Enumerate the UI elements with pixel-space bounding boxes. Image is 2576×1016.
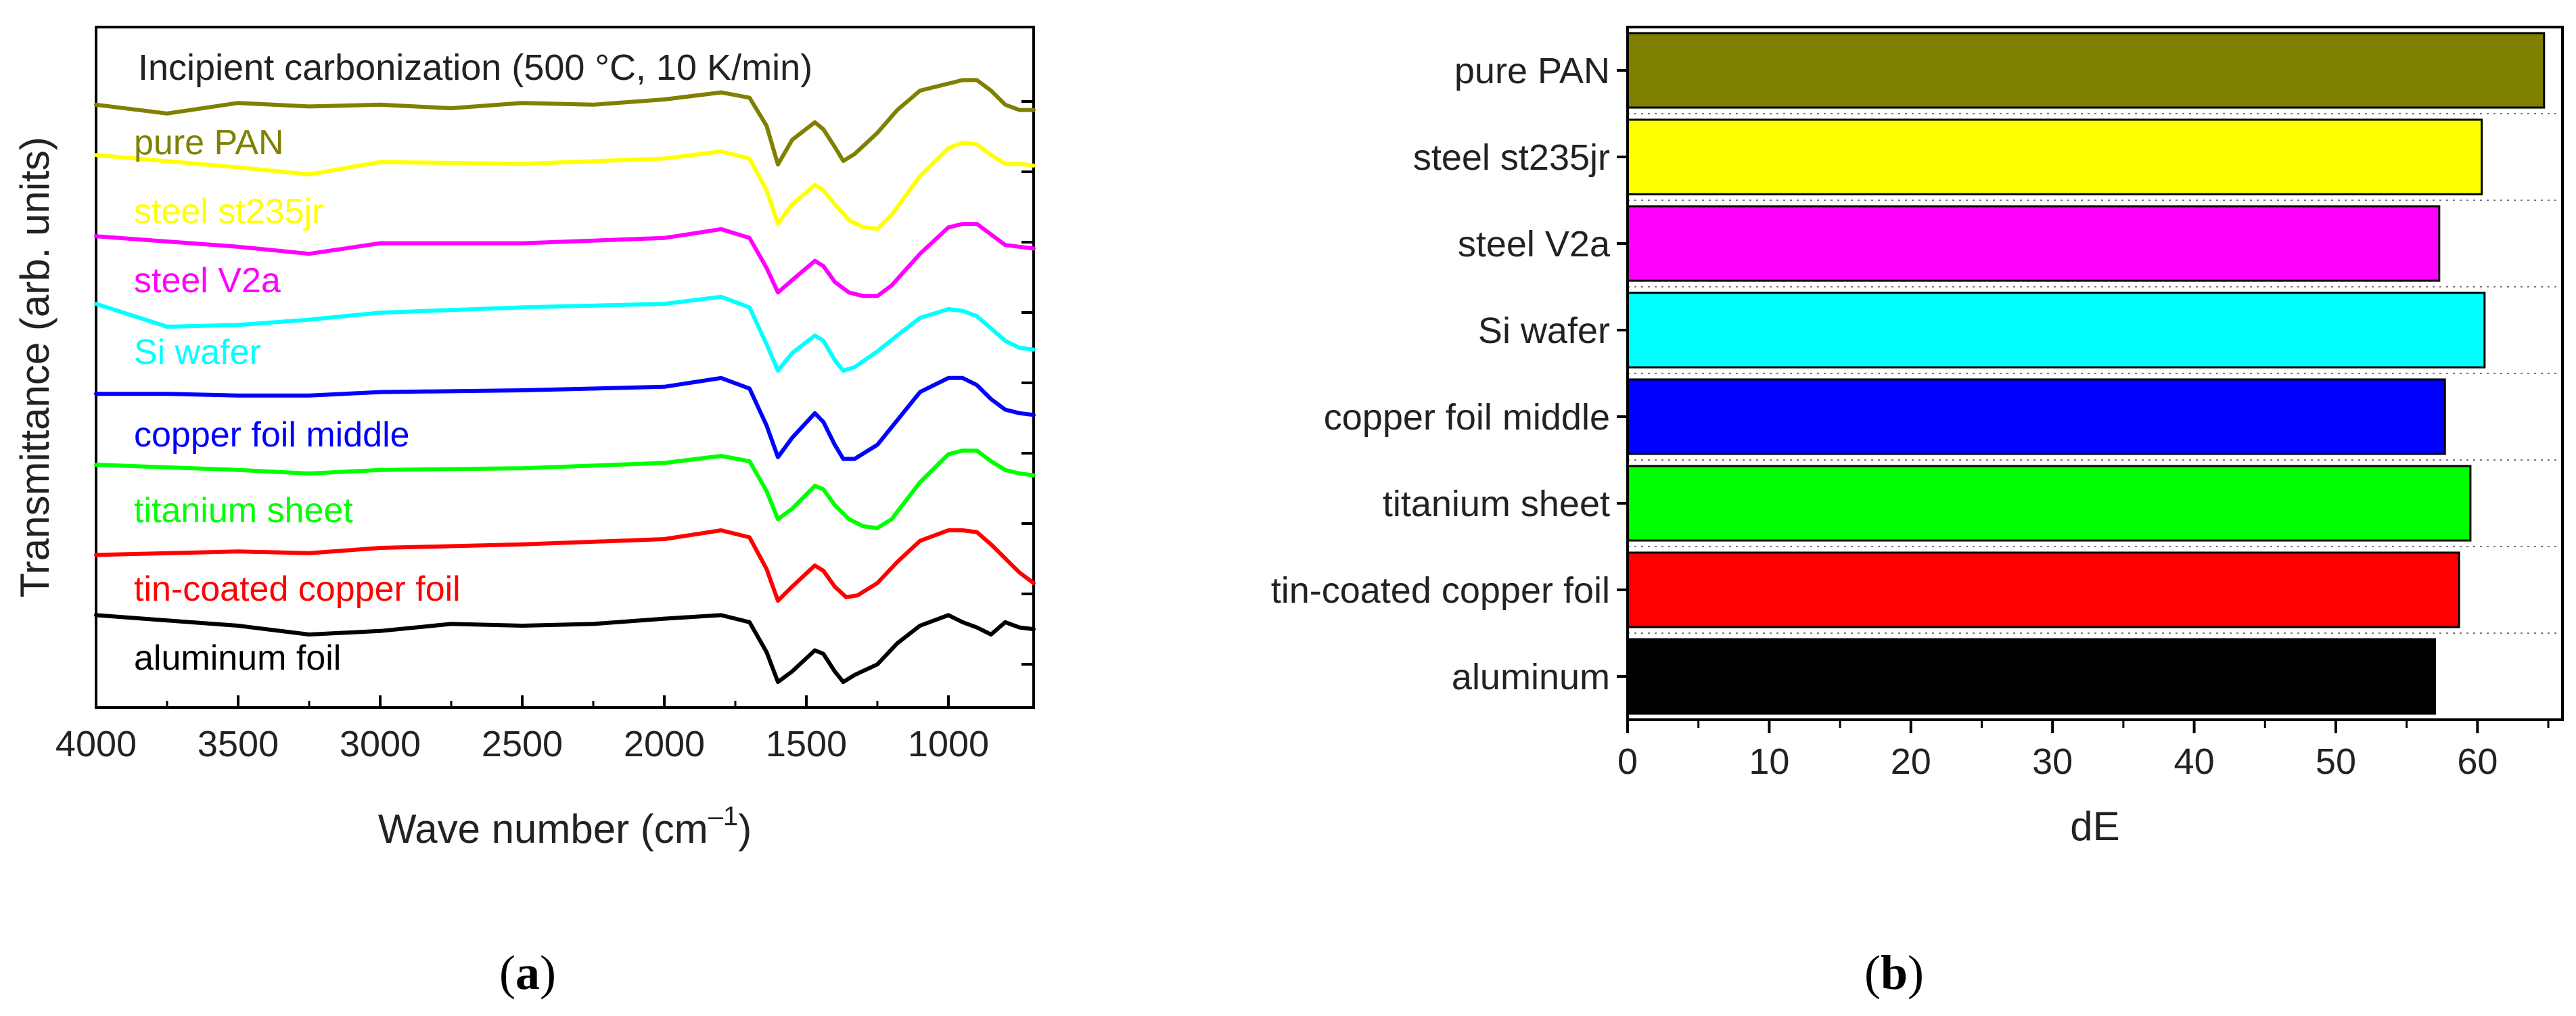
- panel-b-caption: (b): [1864, 946, 1924, 1000]
- panel-a-title: Incipient carbonization (500 °C, 10 K/mi…: [138, 47, 812, 88]
- spectrum-line-3: [94, 294, 1036, 373]
- series-label-7: aluminum foil: [134, 639, 341, 678]
- a-x-tick-label-6: 1000: [908, 724, 989, 764]
- panel-b-bars: [1626, 32, 2546, 715]
- panel-a-x-axis: 4000 3500 3000 2500 2000 1500 1000: [55, 695, 989, 764]
- b-x-tick-label-0: 0: [1617, 741, 1638, 782]
- series-label-3: Si wafer: [134, 333, 261, 372]
- category-label-3: Si wafer: [1478, 310, 1610, 351]
- a-x-tick-label-1: 3500: [198, 724, 279, 764]
- a-x-tick-label-5: 1500: [766, 724, 847, 764]
- panel-b-bar-chart: pure PAN steel st235jr steel V2a Si wafer co…: [1271, 26, 2564, 1000]
- panel-a-y-ticks: [1021, 100, 1034, 666]
- spectrum-line-4: [94, 375, 1036, 461]
- spectrum-line-0: [94, 78, 1036, 167]
- series-label-5: titanium sheet: [134, 491, 353, 530]
- a-x-tick-label-0: 4000: [55, 724, 137, 764]
- panel-b-gridlines: [1628, 113, 2562, 634]
- panel-a-x-axis-label-superscript: –1: [708, 802, 739, 831]
- spectrum-line-5: [94, 448, 1036, 530]
- a-x-tick-label-3: 2500: [482, 724, 563, 764]
- category-label-1: steel st235jr: [1413, 137, 1610, 178]
- b-x-tick-label-4: 40: [2174, 741, 2215, 782]
- spectrum-line-6: [94, 528, 1036, 603]
- a-x-tick-label-2: 3000: [340, 724, 421, 764]
- bar-5: [1626, 465, 2472, 542]
- bar-0: [1626, 32, 2546, 109]
- series-label-2: steel V2a: [134, 261, 281, 300]
- bar-7: [1626, 638, 2437, 715]
- panel-b-x-axis: 0 10 20 30 40 50 60: [1617, 720, 2550, 782]
- bar-2: [1626, 205, 2441, 282]
- bar-3: [1626, 292, 2486, 369]
- category-label-2: steel V2a: [1458, 224, 1611, 264]
- b-x-tick-label-1: 10: [1749, 741, 1789, 782]
- spectrum-line-7: [94, 613, 1036, 685]
- panel-b-x-axis-label: dE: [2070, 804, 2119, 849]
- b-x-tick-label-2: 20: [1891, 741, 1931, 782]
- bar-6: [1626, 551, 2460, 628]
- panel-a-series-group: [94, 78, 1036, 685]
- category-label-6: tin-coated copper foil: [1271, 570, 1610, 611]
- bar-1: [1626, 118, 2483, 195]
- b-x-tick-label-5: 50: [2316, 741, 2356, 782]
- spectrum-line-1: [94, 141, 1036, 231]
- category-label-4: copper foil middle: [1324, 397, 1610, 438]
- panel-a-spectra-chart: Incipient carbonization (500 °C, 10 K/mi…: [12, 26, 1036, 1000]
- series-label-1: steel st235jr: [134, 192, 323, 231]
- panel-a-caption: (a): [499, 946, 556, 1000]
- series-label-0: pure PAN: [134, 123, 284, 162]
- panel-b-plot-frame: [1626, 26, 2564, 721]
- panel-b-category-labels: pure PAN steel st235jr steel V2a Si wafer co…: [1271, 51, 1628, 697]
- panel-a-plot-frame: [95, 26, 1035, 709]
- series-label-4: copper foil middle: [134, 415, 410, 455]
- category-label-0: pure PAN: [1454, 51, 1610, 91]
- category-label-7: aluminum: [1452, 657, 1610, 697]
- panel-a-y-axis-label: Transmittance (arb. units): [12, 137, 58, 597]
- b-x-tick-label-3: 30: [2032, 741, 2073, 782]
- b-x-tick-label-6: 60: [2457, 741, 2498, 782]
- a-x-tick-label-4: 2000: [624, 724, 705, 764]
- panel-a-x-axis-label: Wave number (cm–1): [378, 802, 752, 852]
- bar-4: [1626, 378, 2446, 455]
- series-label-6: tin-coated copper foil: [134, 570, 461, 609]
- panel-a-series-labels: pure PAN steel st235jr steel V2a Si wafer co…: [134, 123, 461, 678]
- spectrum-line-2: [94, 222, 1036, 298]
- category-label-5: titanium sheet: [1383, 484, 1610, 524]
